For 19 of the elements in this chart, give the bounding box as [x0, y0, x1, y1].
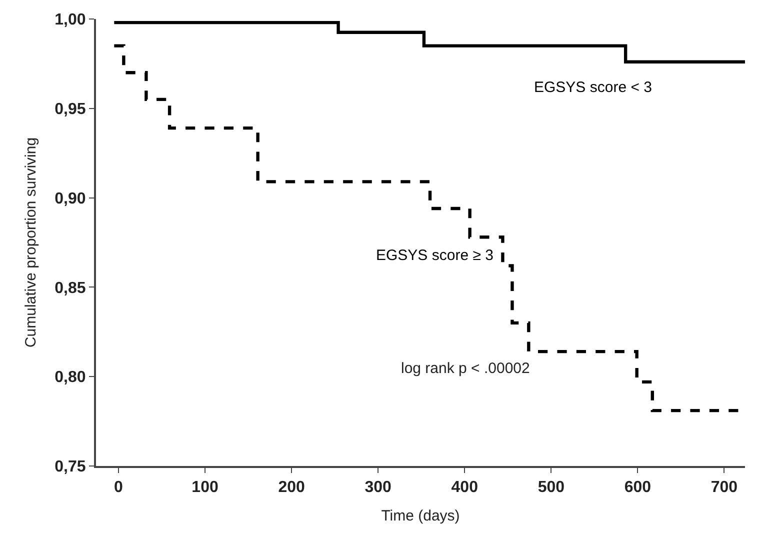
y-tick-label: 0,95 — [54, 101, 86, 118]
x-tick-label: 0 — [114, 479, 124, 496]
x-tick-label: 400 — [451, 479, 478, 496]
y-axis-title: Cumulative proportion surviving — [22, 137, 40, 348]
y-tick-label: 1,00 — [54, 12, 86, 29]
x-tick-label: 700 — [710, 479, 738, 496]
annotation: log rank p < .00002 — [401, 360, 530, 377]
y-tick-label: 0,75 — [54, 458, 86, 476]
x-tick-label: 500 — [538, 479, 565, 496]
y-tick-label: 0,90 — [54, 190, 86, 208]
y-tick-label: 0,85 — [54, 280, 86, 297]
x-tick-label: 600 — [624, 479, 652, 496]
x-tick-label: 100 — [192, 479, 218, 496]
x-axis-title: Time (days) — [381, 508, 460, 525]
series-label: EGSYS score ≥ 3 — [376, 247, 494, 264]
x-tick-label: 200 — [278, 479, 306, 496]
y-tick-label: 0,80 — [54, 369, 86, 386]
series-label: EGSYS score < 3 — [534, 79, 652, 96]
x-tick-label: 300 — [364, 479, 392, 496]
